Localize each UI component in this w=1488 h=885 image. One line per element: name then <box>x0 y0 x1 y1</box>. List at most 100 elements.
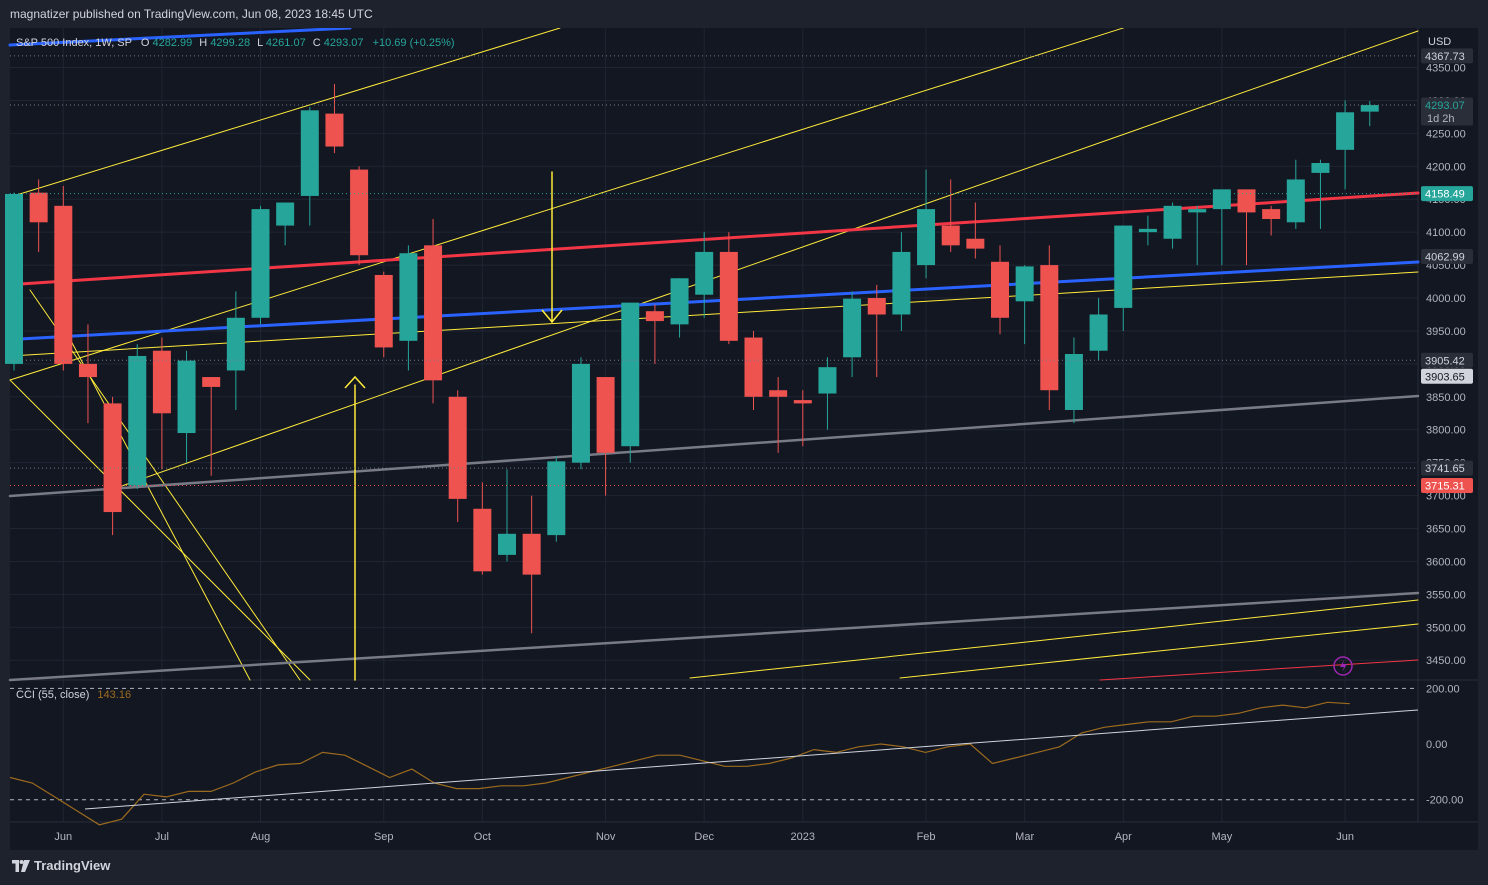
candle <box>1237 189 1256 266</box>
price-label-plain: 4062.99 <box>1421 249 1473 265</box>
candle <box>29 179 48 252</box>
candle-body <box>892 251 911 315</box>
alert-icon[interactable] <box>1333 656 1353 676</box>
candle <box>917 169 936 279</box>
candle <box>300 107 319 226</box>
candle <box>350 166 369 266</box>
candle-body <box>1336 112 1355 150</box>
legend-o-label: O <box>141 37 150 49</box>
svg-text:S&P 500 Index, 1W, SP O: S&P 500 Index, 1W, SP O 4282.99 H 4299.2… <box>16 37 455 49</box>
candle <box>941 179 960 252</box>
candle-body <box>251 209 270 318</box>
candle <box>719 232 738 345</box>
price-tick-label: 4000.00 <box>1426 293 1466 305</box>
yellow-channel-line <box>115 30 1419 489</box>
candle <box>1286 159 1305 229</box>
time-axis[interactable]: Jun Jul Aug Sep Oct Nov Dec 2023 Feb Mar Apr May Jun <box>54 831 1354 843</box>
candle-body <box>1064 354 1083 410</box>
price-tick-label: 3700.00 <box>1426 491 1466 503</box>
arrow-down-head <box>541 309 563 324</box>
candle <box>78 324 97 424</box>
cci-trend-line <box>84 709 1419 810</box>
candle <box>251 205 270 325</box>
tradingview-logo[interactable]: TradingView <box>12 858 110 873</box>
candle <box>966 202 985 259</box>
candle-body <box>571 363 590 463</box>
candle-body <box>867 298 886 315</box>
candle <box>621 302 640 463</box>
price-label-text: 3905.42 <box>1425 355 1465 367</box>
candle <box>473 482 492 575</box>
yellow-fan-1 <box>9 379 311 681</box>
price-tick-label: 4200.00 <box>1426 161 1466 173</box>
price-label-text: 3903.65 <box>1425 371 1465 383</box>
candle <box>1360 101 1379 127</box>
candle <box>276 202 295 246</box>
blue-upper-line <box>8 26 352 47</box>
price-label-box <box>1421 368 1473 384</box>
time-tick-label: Sep <box>374 831 394 843</box>
candle-body <box>1360 105 1379 112</box>
candle-body <box>695 251 714 295</box>
candle <box>744 330 763 410</box>
candle <box>1089 298 1108 361</box>
candle <box>596 377 615 496</box>
price-tick-label: 3500.00 <box>1426 622 1466 634</box>
candle-body <box>78 363 97 378</box>
candle-body <box>941 225 960 246</box>
candle <box>843 291 862 378</box>
price-label-box <box>1421 352 1473 368</box>
candle-body <box>1212 189 1231 210</box>
arrow-up-head <box>344 375 366 389</box>
candle <box>1311 159 1330 229</box>
legend-h-value: 4299.28 <box>210 37 250 49</box>
price-axis-background <box>1418 28 1478 850</box>
candle-body <box>744 337 763 397</box>
yellow-lower-2 <box>899 623 1419 679</box>
candle <box>892 232 911 331</box>
horizontal-levels <box>10 55 1418 487</box>
ohlc-legend: S&P 500 Index, 1W, SP O 4282.99 H 4299.2… <box>16 37 455 49</box>
price-tick-label: 4100.00 <box>1426 227 1466 239</box>
candle-body <box>448 396 467 499</box>
time-tick-label: Jun <box>1336 831 1354 843</box>
candle-body <box>128 355 147 486</box>
time-tick-label: Jul <box>155 831 169 843</box>
price-label-box <box>1421 478 1473 494</box>
candle-body <box>547 461 566 536</box>
cci-tick-label: -200.00 <box>1426 795 1463 807</box>
price-label-text: 4293.07 <box>1425 100 1465 112</box>
price-label-text: 4158.49 <box>1425 189 1465 201</box>
candle <box>522 495 541 634</box>
price-label-text: 4062.99 <box>1425 252 1465 264</box>
price-tick-label: 3850.00 <box>1426 392 1466 404</box>
legend-l-label: L <box>257 37 263 49</box>
candle <box>695 232 714 318</box>
candle <box>54 186 73 371</box>
currency-label: USD <box>1428 36 1451 48</box>
candle-body <box>1237 189 1256 213</box>
candle <box>1114 225 1133 331</box>
price-tick-label: 3450.00 <box>1426 655 1466 667</box>
candle-body <box>276 202 295 226</box>
gray-support-upper <box>8 394 1420 498</box>
time-tick-label: Nov <box>596 831 616 843</box>
price-label-plain: 3741.65 <box>1421 460 1473 476</box>
candle-body <box>1089 314 1108 351</box>
candle-body <box>719 251 738 341</box>
candle <box>1015 265 1034 345</box>
candle <box>867 284 886 378</box>
legend-o-value: 4282.99 <box>152 37 192 49</box>
candle <box>374 271 393 358</box>
candle-body <box>769 390 788 397</box>
legend-c-value: 4293.07 <box>324 37 364 49</box>
candle-body <box>1311 163 1330 173</box>
candle <box>818 357 837 430</box>
price-tick-label: 3550.00 <box>1426 589 1466 601</box>
time-tick-label: Jun <box>54 831 72 843</box>
trend-lines <box>8 9 1420 682</box>
candle-body <box>1015 266 1034 302</box>
candle <box>1064 337 1083 424</box>
